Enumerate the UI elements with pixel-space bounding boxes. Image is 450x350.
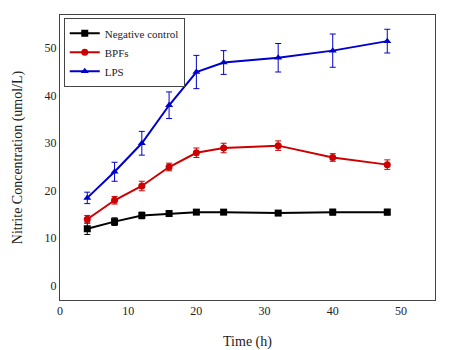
svg-text:Negative control: Negative control bbox=[105, 28, 179, 40]
svg-text:30: 30 bbox=[45, 136, 57, 150]
svg-text:0: 0 bbox=[57, 304, 63, 318]
svg-text:20: 20 bbox=[45, 184, 57, 198]
svg-text:Nitrite Concentration (umol/L): Nitrite Concentration (umol/L) bbox=[10, 70, 26, 244]
svg-text:40: 40 bbox=[327, 304, 339, 318]
svg-text:Time (h): Time (h) bbox=[223, 334, 272, 350]
svg-text:BPFs: BPFs bbox=[105, 47, 129, 59]
svg-text:0: 0 bbox=[51, 279, 57, 293]
svg-text:LPS: LPS bbox=[105, 66, 124, 78]
svg-text:40: 40 bbox=[45, 89, 57, 103]
svg-text:10: 10 bbox=[122, 304, 134, 318]
svg-text:50: 50 bbox=[45, 41, 57, 55]
svg-text:30: 30 bbox=[259, 304, 271, 318]
svg-text:10: 10 bbox=[45, 231, 57, 245]
svg-text:50: 50 bbox=[395, 304, 407, 318]
svg-text:20: 20 bbox=[190, 304, 202, 318]
